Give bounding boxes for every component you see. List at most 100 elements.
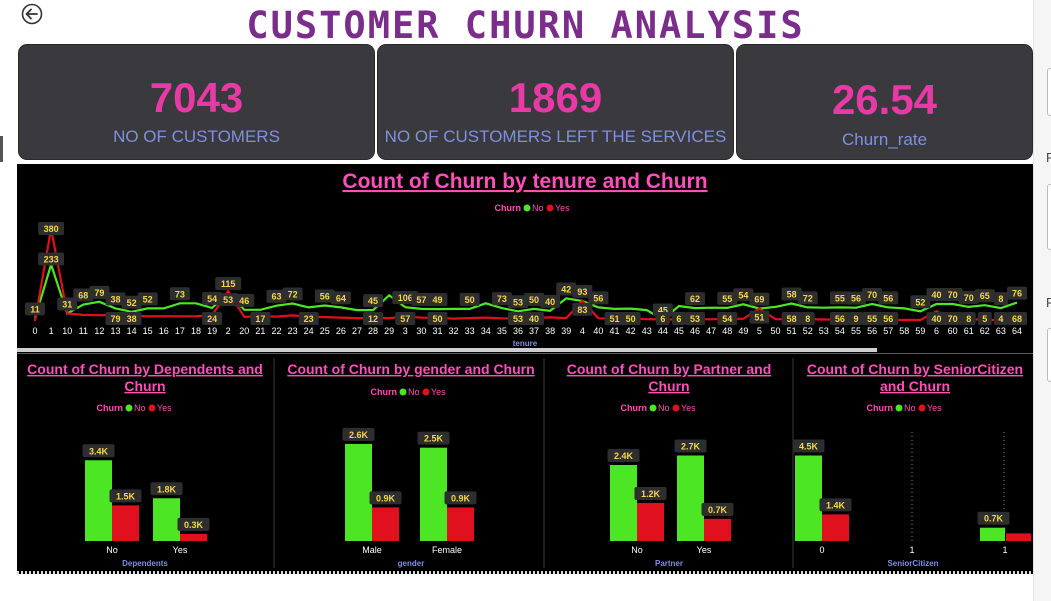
data-label-yes-bg <box>250 312 271 325</box>
legend-yes-label: Yes <box>431 387 446 397</box>
x-tick-label: 21 <box>255 326 265 336</box>
data-label-no: 45 <box>658 306 668 316</box>
data-label-no: 52 <box>143 294 153 304</box>
data-label-yes: 24 <box>207 314 217 324</box>
data-label-yes-bg <box>942 312 963 325</box>
legend-no-swatch <box>649 404 657 412</box>
legend-yes-swatch <box>918 404 926 412</box>
x-tick-label: 44 <box>658 326 668 336</box>
legend-no-label: No <box>134 403 146 413</box>
x-category-label: Yes <box>697 545 712 555</box>
data-label-yes: 57 <box>400 314 410 324</box>
data-label-no-bg <box>89 285 110 299</box>
x-tick-label: 43 <box>642 326 652 336</box>
data-label-no-bg <box>717 291 738 305</box>
data-label-no: 55 <box>835 293 845 303</box>
data-label-yes-bg <box>105 312 126 325</box>
legend-no-swatch <box>523 204 531 212</box>
data-label-no: 56 <box>320 291 330 301</box>
kpi-card-churn-rate: 26.54 Churn_rate <box>737 45 1032 159</box>
legend-title: Churn <box>371 387 398 397</box>
x-tick-label: 1 <box>909 545 914 555</box>
bar-yes <box>704 518 731 541</box>
x-category-label: Yes <box>173 545 188 555</box>
x-tick-label: 38 <box>545 326 555 336</box>
data-label-no: 70 <box>867 290 877 300</box>
data-label-yes: 6 <box>676 314 681 324</box>
data-label-no-bg <box>942 288 963 302</box>
bar-data-label: 3.4K <box>89 446 109 456</box>
bar-chart-title: Count of Churn by Dependents and <box>27 361 263 377</box>
x-tick-label: 37 <box>529 326 539 336</box>
back-arrow-icon[interactable] <box>21 3 43 25</box>
bar-yes <box>1006 533 1031 541</box>
data-label-yes-bg <box>507 312 528 325</box>
x-tick-label: 53 <box>819 326 829 336</box>
data-label-yes-bg <box>878 312 899 325</box>
filter-card[interactable] <box>1047 68 1051 116</box>
bar-no <box>610 465 637 541</box>
data-label-no-bg <box>507 295 528 309</box>
x-axis-title: SeniorCitizen <box>887 559 938 568</box>
data-label-yes: 40 <box>932 314 942 324</box>
bar-no <box>345 443 372 541</box>
data-label-no: 52 <box>127 298 137 308</box>
data-label-yes: 56 <box>835 314 845 324</box>
bar-data-label: 0.7K <box>708 505 728 515</box>
bar-chart-title: Churn <box>648 378 689 394</box>
legend-no-swatch <box>125 404 133 412</box>
data-label-yes: 38 <box>127 314 137 324</box>
bar-data-label-bg <box>369 491 402 505</box>
x-tick-label: 32 <box>449 326 459 336</box>
data-label-yes: 70 <box>948 314 958 324</box>
data-label-no-bg <box>121 295 142 309</box>
bar-data-label: 1.2K <box>641 489 661 499</box>
bar-no <box>677 455 704 541</box>
data-label-no-bg <box>588 291 609 305</box>
data-label-no: 68 <box>78 291 88 301</box>
x-tick-label: 50 <box>771 326 781 336</box>
data-label-yes-bg <box>524 312 545 325</box>
data-label-no: 8 <box>998 294 1003 304</box>
x-tick-label: 13 <box>110 326 120 336</box>
legend-yes-swatch <box>672 404 680 412</box>
x-tick-label: 24 <box>304 326 314 336</box>
bar-yes <box>822 514 849 541</box>
x-tick-label: 41 <box>610 326 620 336</box>
bar-chart-title: Count of Churn by gender and Churn <box>287 361 534 377</box>
data-label-yes: 8 <box>805 314 810 324</box>
legend-yes-label: Yes <box>157 403 172 413</box>
data-label-no-bg <box>282 287 303 301</box>
x-tick-label: 63 <box>996 326 1006 336</box>
x-tick-label: 46 <box>690 326 700 336</box>
data-label-no: 40 <box>545 297 555 307</box>
data-label-no-bg <box>491 292 512 306</box>
filter-card[interactable] <box>1047 328 1051 382</box>
data-label-no: 106 <box>398 293 413 303</box>
data-label-no-bg <box>829 291 850 305</box>
bar-no <box>85 460 112 541</box>
x-axis-title: gender <box>398 559 425 568</box>
bar-data-label: 1.4K <box>826 500 846 510</box>
data-label-yes-bg <box>829 312 850 325</box>
data-label-no-bg <box>137 292 158 306</box>
x-tick-label: 36 <box>513 326 523 336</box>
data-label-yes: 53 <box>223 295 233 305</box>
panel-bottom-border <box>17 571 1033 574</box>
legend-no-swatch <box>895 404 903 412</box>
data-label-no: 57 <box>416 295 426 305</box>
data-label-yes: 6 <box>660 314 665 324</box>
resize-handle[interactable] <box>0 136 3 162</box>
x-tick-label: 14 <box>127 326 137 336</box>
data-label-no-bg <box>524 292 545 306</box>
x-tick-label: 1 <box>49 326 54 336</box>
x-tick-label: 29 <box>384 326 394 336</box>
data-label-no: 46 <box>239 296 249 306</box>
filter-card[interactable] <box>1047 184 1051 250</box>
bar-data-label: 0.3K <box>184 520 204 530</box>
data-label-no: 72 <box>288 290 298 300</box>
series-line-no <box>33 260 1018 321</box>
data-label-no: 54 <box>207 294 217 304</box>
charts-canvas: Count of Churn by tenure and Churn Churn N… <box>17 170 1033 568</box>
bar-data-label-bg <box>819 498 852 512</box>
